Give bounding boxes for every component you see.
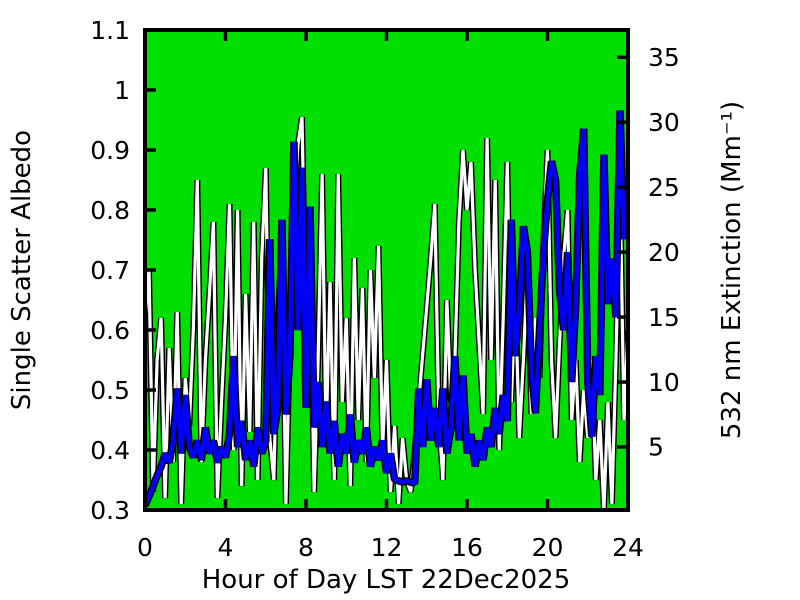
y-left-tick-label: 0.5 — [90, 376, 130, 405]
y-left-tick-label: 0.6 — [90, 316, 130, 345]
y-right-tick-label: 15 — [648, 303, 680, 332]
plot-frame — [143, 28, 630, 512]
y-left-tick-label: 1.1 — [90, 16, 130, 45]
series-layer — [145, 110, 628, 510]
y-left-tick-label: 0.7 — [90, 256, 130, 285]
y-right-tick-label: 5 — [648, 433, 664, 462]
y-left-tick-label: 1 — [114, 76, 130, 105]
x-tick-label: 8 — [298, 533, 314, 562]
y-right-tick-label: 20 — [648, 238, 680, 267]
x-axis-label: Hour of Day LST 22Dec2025 — [202, 565, 571, 595]
x-tick-label: 4 — [218, 533, 234, 562]
y-right-tick-label: 10 — [648, 368, 680, 397]
x-tick-label: 24 — [612, 533, 644, 562]
albedo-line — [145, 116, 628, 510]
frame-rect — [143, 28, 630, 512]
y-right-tick-label: 35 — [648, 43, 680, 72]
tick-labels: 0 4 8 12 16 20 24 0.3 0.4 0.5 0.6 0.7 0.8 0.9 1 1.1 5 10 1… — [90, 16, 680, 562]
x-tick-label: 12 — [371, 533, 403, 562]
extinction-line — [145, 110, 628, 507]
y-right-tick-label: 30 — [648, 108, 680, 137]
x-tick-label: 0 — [137, 533, 153, 562]
y-left-tick-label: 0.3 — [90, 496, 130, 525]
x-tick-label: 20 — [532, 533, 564, 562]
y-left-tick-label: 0.8 — [90, 196, 130, 225]
y-left-tick-label: 0.9 — [90, 136, 130, 165]
x-tick-label: 16 — [451, 533, 483, 562]
y-axis-label-right: 532 nm Extinction (Mm⁻¹) — [717, 101, 747, 439]
y-left-tick-label: 0.4 — [90, 436, 130, 465]
y-right-tick-label: 25 — [648, 173, 680, 202]
y-axis-label-left: Single Scatter Albedo — [7, 130, 37, 410]
